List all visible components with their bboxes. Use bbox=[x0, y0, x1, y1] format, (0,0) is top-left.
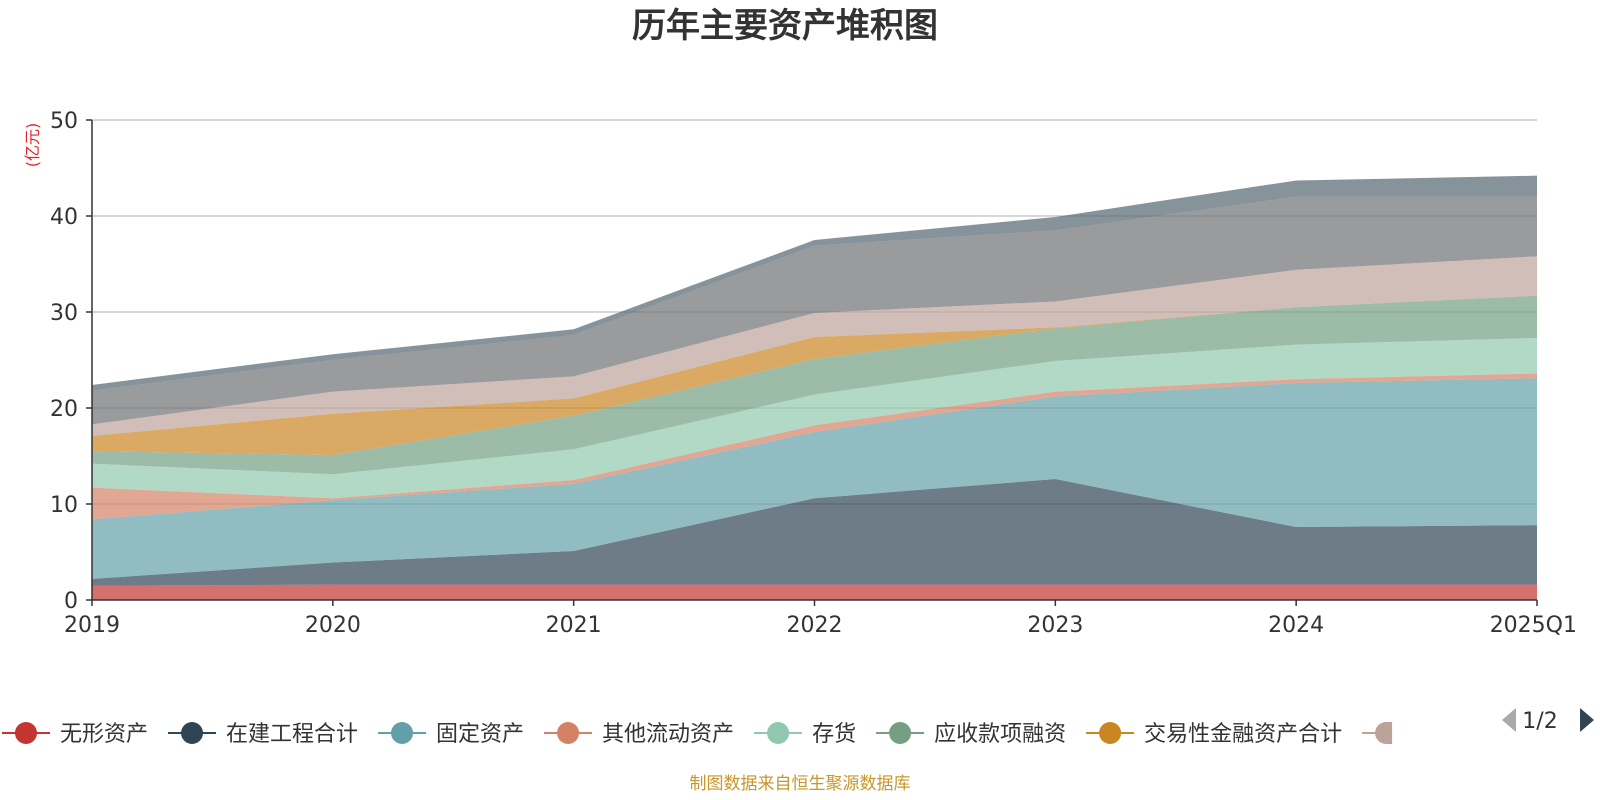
area-series-5 bbox=[92, 337, 1537, 499]
y-axis-unit-label: (亿元) bbox=[23, 123, 42, 168]
y-tick-label: 0 bbox=[64, 589, 78, 614]
area-series-1 bbox=[92, 584, 1537, 600]
x-tick-label: 2024 bbox=[1268, 613, 1324, 638]
legend-item[interactable]: 其他流动资产 bbox=[544, 722, 734, 747]
area-series-group bbox=[92, 175, 1537, 600]
data-source-note: 制图数据来自恒生聚源数据库 bbox=[690, 774, 911, 794]
legend-pager: 1/2 bbox=[1502, 708, 1594, 734]
area-series-3 bbox=[92, 378, 1537, 579]
y-tick-label: 10 bbox=[50, 493, 78, 518]
legend-item[interactable]: 存货 bbox=[754, 722, 856, 747]
area-series-8 bbox=[92, 256, 1537, 436]
y-tick-label: 40 bbox=[50, 205, 78, 230]
legend[interactable]: 无形资产 在建工程合计 固定资产 其他流动资产 存货 应收款项融资 交易性金融资产合计 bbox=[2, 722, 1393, 747]
legend-item[interactable]: 交易性金融资产合计 bbox=[1086, 722, 1342, 747]
legend-label: 其他流动资产 bbox=[602, 722, 734, 747]
area-series-10 bbox=[92, 175, 1537, 391]
legend-page-indicator: 1/2 bbox=[1522, 709, 1557, 734]
legend-marker-icon bbox=[1375, 722, 1393, 744]
legend-item-partial[interactable] bbox=[1362, 722, 1393, 744]
legend-marker-icon bbox=[15, 722, 37, 744]
x-tick-label: 2023 bbox=[1027, 613, 1083, 638]
legend-item[interactable]: 应收款项融资 bbox=[876, 722, 1066, 747]
area-series-6 bbox=[92, 295, 1537, 475]
y-tick-label: 20 bbox=[50, 397, 78, 422]
legend-item[interactable]: 无形资产 bbox=[2, 722, 148, 747]
legend-item[interactable]: 固定资产 bbox=[378, 722, 524, 747]
legend-label: 固定资产 bbox=[436, 722, 524, 747]
chart-title: 历年主要资产堆积图 bbox=[632, 6, 938, 46]
legend-marker-icon bbox=[181, 722, 204, 744]
x-tick-label: 2020 bbox=[305, 613, 361, 638]
axes: 0 10 20 30 40 50 2019 2020 2021 2022 2023 2024 2025Q… bbox=[50, 109, 1577, 638]
x-tick-label: 2019 bbox=[64, 613, 120, 638]
legend-prev-page-icon[interactable] bbox=[1502, 708, 1516, 732]
area-series-7 bbox=[92, 295, 1537, 456]
legend-marker-icon bbox=[557, 722, 580, 744]
legend-label: 无形资产 bbox=[60, 722, 148, 747]
area-series-4 bbox=[92, 373, 1537, 520]
legend-label: 在建工程合计 bbox=[226, 722, 358, 747]
legend-marker-icon bbox=[1099, 722, 1122, 744]
legend-label: 交易性金融资产合计 bbox=[1144, 722, 1342, 747]
y-tick-label: 30 bbox=[50, 301, 78, 326]
legend-label: 应收款项融资 bbox=[934, 722, 1066, 747]
legend-marker-icon bbox=[889, 722, 912, 744]
area-series-9 bbox=[92, 196, 1537, 425]
legend-next-page-icon[interactable] bbox=[1580, 708, 1594, 732]
x-tick-label: 2025Q1 bbox=[1490, 613, 1577, 638]
legend-marker-icon bbox=[391, 722, 414, 744]
area-series-2 bbox=[92, 479, 1537, 586]
x-tick-label: 2021 bbox=[546, 613, 602, 638]
legend-item[interactable]: 在建工程合计 bbox=[168, 722, 358, 747]
y-tick-label: 50 bbox=[50, 109, 78, 134]
legend-marker-icon bbox=[767, 722, 790, 744]
legend-label: 存货 bbox=[812, 722, 856, 747]
x-tick-label: 2022 bbox=[787, 613, 843, 638]
